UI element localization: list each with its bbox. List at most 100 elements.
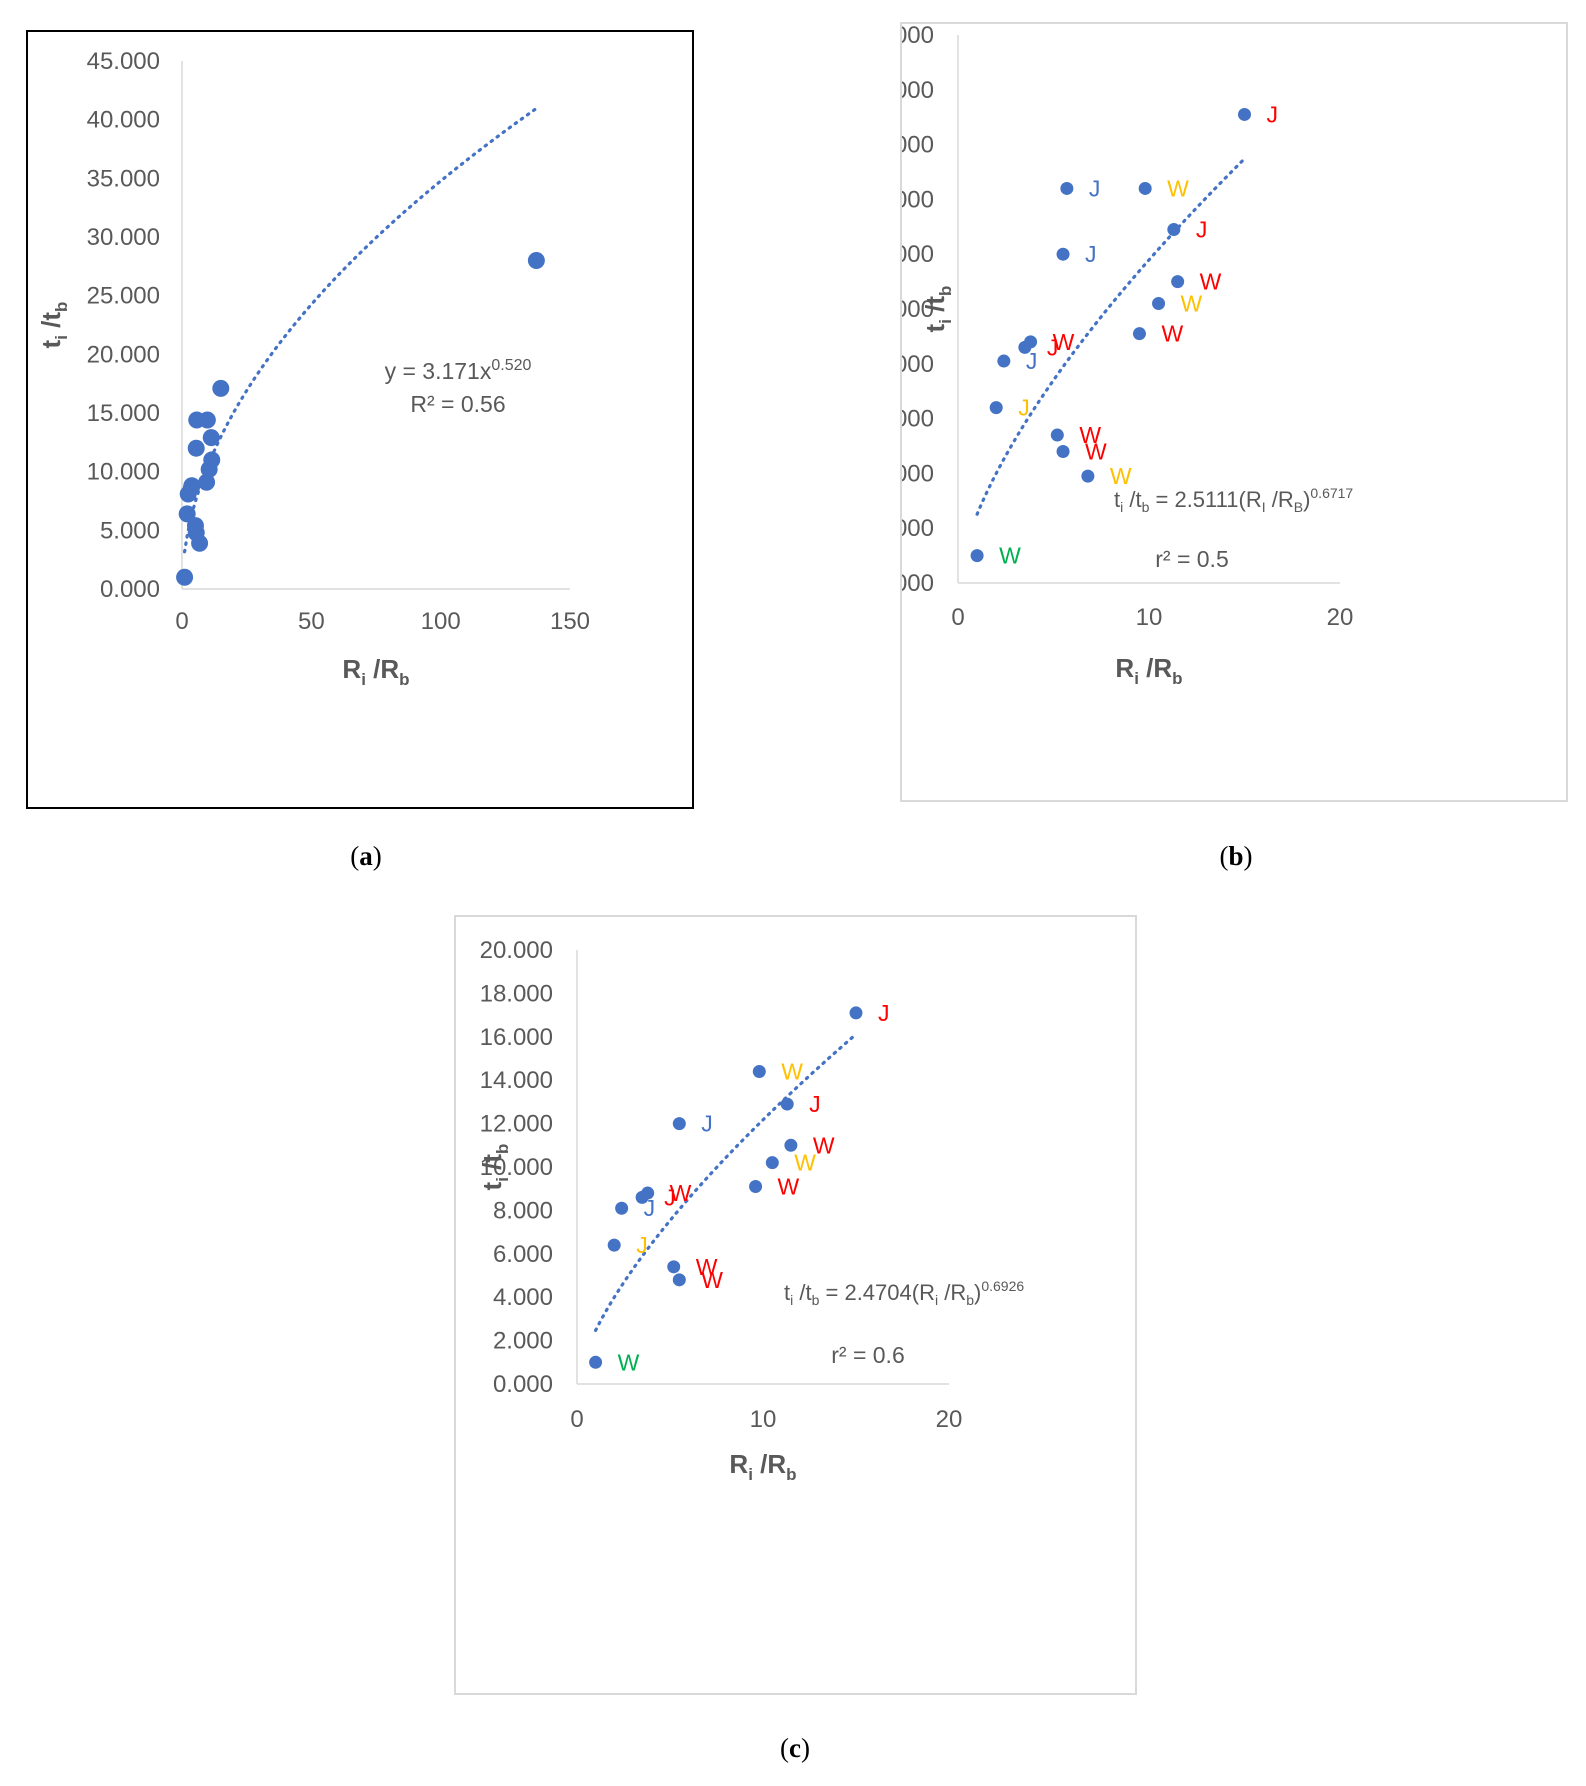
y-tick-label: 8.000 (493, 1197, 553, 1224)
data-point (1024, 335, 1038, 349)
r-squared-label: r² = 0.5 (1155, 546, 1229, 572)
trendline-equation: ti /tb = 2.4704(Ri /Rb)0.6926 (784, 1278, 1024, 1308)
data-point-label: J (1196, 217, 1208, 243)
data-point (1152, 297, 1166, 311)
data-point (765, 1156, 779, 1170)
y-tick-label: 10.000 (480, 1154, 553, 1181)
data-point (607, 1238, 621, 1252)
y-tick-label: 35.000 (87, 165, 160, 192)
data-point-label: W (618, 1349, 640, 1375)
data-point-label: W (1053, 329, 1075, 355)
data-point (615, 1201, 629, 1215)
y-tick-label: 2.000 (493, 1328, 553, 1355)
data-point-label: W (1079, 422, 1101, 448)
caption-c: (c) (780, 1733, 810, 1763)
data-point-label: W (701, 1267, 723, 1293)
y-tick-label: 2.000 (902, 515, 934, 542)
data-point (198, 411, 216, 429)
data-point (1056, 247, 1070, 261)
caption-a: (a) (350, 841, 382, 871)
y-axis-label: ti /tb (920, 286, 955, 333)
x-tick-label: 0 (175, 608, 188, 635)
data-point (187, 439, 205, 457)
caption-b: (b) (1219, 841, 1253, 871)
trendline-equation: y = 3.171x0.520 (385, 357, 532, 384)
data-point-label: W (1110, 463, 1132, 489)
y-tick-label: 10.000 (902, 296, 934, 323)
data-point (752, 1065, 766, 1079)
data-point-label: J (1089, 175, 1101, 201)
y-tick-label: 18.000 (902, 77, 934, 104)
y-tick-label: 14.000 (480, 1067, 553, 1094)
data-point-label: W (778, 1174, 800, 1200)
x-tick-label: 10 (1136, 604, 1163, 631)
data-point (997, 354, 1011, 368)
data-point (641, 1186, 655, 1200)
trendline (594, 1032, 858, 1332)
data-point (198, 473, 216, 491)
data-point (191, 534, 209, 552)
x-axis-label: Ri /Rb (729, 1449, 796, 1484)
data-point (1050, 428, 1064, 442)
y-tick-label: 25.000 (87, 283, 160, 310)
data-point (672, 1117, 686, 1131)
x-axis-label: Ri /Rb (1115, 653, 1182, 688)
x-tick-label: 20 (936, 1406, 963, 1433)
y-tick-label: 16.000 (480, 1024, 553, 1051)
data-point-label: J (1026, 348, 1038, 374)
y-tick-label: 12.000 (902, 241, 934, 268)
data-point (970, 549, 984, 563)
y-tick-label: 20.000 (480, 937, 553, 964)
chart-panel-b: 0.000 2.000 4.000 6.000 8.000 10.000 12.000 14.… (900, 22, 1568, 802)
y-tick-label: 20.000 (902, 24, 934, 49)
data-point-label: W (670, 1180, 692, 1206)
data-point-label: J (1047, 334, 1059, 360)
data-point-label: W (1181, 291, 1203, 317)
data-point (176, 568, 194, 586)
chart-b-svg: 0.000 2.000 4.000 6.000 8.000 10.000 12.000 14.… (902, 24, 1353, 688)
data-point-label: W (696, 1254, 718, 1280)
y-tick-label: 16.000 (902, 132, 934, 159)
data-point-label: W (1167, 175, 1189, 201)
chart-panel-a: 0.000 5.000 10.000 15.000 20.000 25.000 30.000… (26, 30, 694, 809)
data-point-label: W (813, 1132, 835, 1158)
x-tick-label: 150 (550, 608, 590, 635)
y-tick-label: 0.000 (493, 1371, 553, 1398)
data-point (202, 429, 220, 447)
data-point-label: W (1161, 321, 1183, 347)
data-point (672, 1273, 686, 1287)
y-tick-label: 14.000 (902, 186, 934, 213)
data-point (1132, 327, 1146, 341)
data-point-label: J (636, 1232, 648, 1258)
chart-c-svg: 0.000 2.000 4.000 6.000 8.000 10.000 12.000 14.… (477, 937, 1024, 1484)
data-point-label: J (1018, 395, 1029, 421)
data-point (183, 477, 201, 495)
data-point-label: W (1200, 269, 1222, 295)
r-squared-label: R² = 0.56 (410, 391, 505, 417)
chart-a-svg: 0.000 5.000 10.000 15.000 20.000 25.000 30.000… (36, 48, 590, 689)
data-point (749, 1180, 763, 1194)
x-tick-label: 0 (570, 1406, 583, 1433)
y-tick-label: 40.000 (87, 107, 160, 134)
y-tick-label: 18.000 (480, 980, 553, 1007)
trendline (975, 157, 1247, 516)
data-point (780, 1097, 794, 1111)
r-squared-label: r² = 0.6 (831, 1342, 905, 1368)
y-tick-label: 45.000 (87, 48, 160, 75)
y-tick-label: 12.000 (480, 1111, 553, 1138)
data-point-label: J (878, 1000, 890, 1026)
y-tick-label: 0.000 (902, 570, 934, 597)
data-point (1056, 444, 1070, 458)
data-point-label: J (644, 1195, 656, 1221)
data-point (1081, 469, 1095, 483)
data-point (1167, 223, 1181, 237)
y-tick-label: 20.000 (87, 341, 160, 368)
trendline (182, 106, 538, 554)
data-point (784, 1138, 798, 1152)
y-tick-label: 10.000 (87, 459, 160, 486)
data-point (1171, 275, 1185, 289)
y-tick-label: 5.000 (100, 517, 160, 544)
data-point (589, 1355, 603, 1369)
data-point (849, 1006, 863, 1020)
y-tick-label: 6.000 (902, 406, 934, 433)
